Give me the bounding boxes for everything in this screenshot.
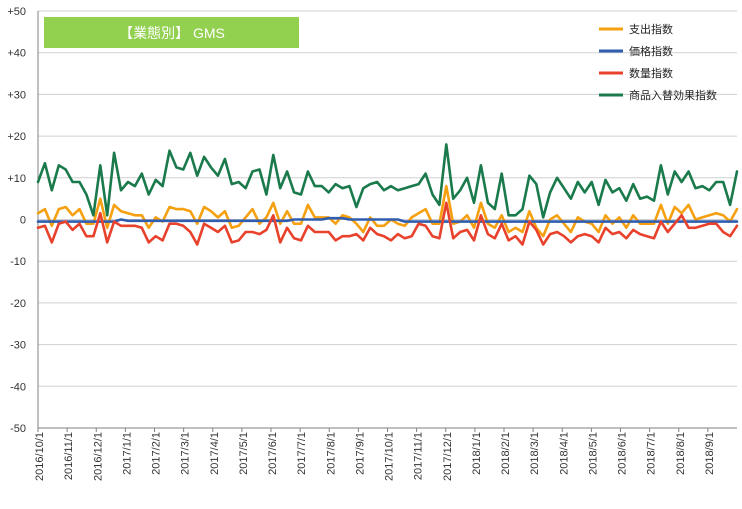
y-tick-label: +10 (7, 173, 26, 185)
legend-label: 価格指数 (629, 44, 673, 58)
chart-title-box: 【業態別】 GMS (44, 17, 299, 48)
series-line-3 (36, 143, 739, 219)
x-tick-label: 2018/7/1 (646, 432, 658, 475)
legend-label: 数量指数 (629, 66, 673, 80)
y-tick-label: +40 (7, 48, 26, 60)
y-tick-label: -10 (10, 256, 26, 268)
y-tick-label: -40 (10, 381, 26, 393)
x-tick-label: 2017/1/1 (121, 432, 133, 475)
y-tick-label: -50 (10, 423, 26, 435)
legend-label: 商品入替効果指数 (629, 88, 717, 102)
x-tick-label: 2018/8/1 (675, 432, 687, 475)
x-tick-label: 2017/2/1 (151, 432, 163, 475)
x-tick-label: 2017/3/1 (180, 432, 192, 475)
series-line-2 (36, 201, 739, 246)
series-line-0 (36, 184, 739, 238)
title-background (44, 17, 299, 48)
y-tick-label: 0 (20, 215, 26, 227)
chart-title: 【業態別】 GMS (119, 25, 225, 41)
x-tick-label: 2017/4/1 (209, 432, 221, 475)
x-tick-label: 2017/11/1 (413, 432, 425, 480)
x-tick-label: 2017/6/1 (267, 432, 279, 475)
x-tick-label: 2017/7/1 (296, 432, 308, 475)
y-tick-labels: +50 +40 +30 +20 +10 0 -10 -20 -30 -40 -50 (7, 6, 26, 435)
x-tick-label: 2016/12/1 (92, 432, 104, 481)
x-tick-labels: 2016/10/1 2016/11/1 2016/12/1 2017/1/1 2017/… (34, 432, 716, 481)
x-tick-label: 2017/8/1 (325, 432, 337, 475)
x-tick-label: 2018/9/1 (704, 432, 716, 475)
series-lines (36, 143, 739, 246)
x-tick-label: 2017/12/1 (442, 432, 454, 481)
y-tick-label: +30 (7, 89, 26, 101)
y-tick-label: +50 (7, 6, 26, 18)
x-tick-label: 2018/1/1 (471, 432, 483, 475)
y-tick-label: -20 (10, 298, 26, 310)
y-tick-label: -30 (10, 340, 26, 352)
x-tick-label: 2018/6/1 (617, 432, 629, 475)
x-tick-label: 2018/4/1 (558, 432, 570, 475)
x-tick-label: 2017/9/1 (354, 432, 366, 475)
series-line-1 (36, 216, 739, 223)
y-tick-label: +20 (7, 131, 26, 143)
x-tick-label: 2017/5/1 (238, 432, 250, 475)
x-tick-label: 2017/10/1 (384, 432, 396, 481)
x-tick-label: 2018/5/1 (587, 432, 599, 475)
x-tick-label: 2018/3/1 (529, 432, 541, 475)
x-tick-label: 2018/2/1 (500, 432, 512, 475)
axes (37, 11, 737, 432)
legend-label: 支出指数 (629, 22, 673, 36)
x-tick-label: 2016/10/1 (34, 432, 46, 481)
x-tick-label: 2016/11/1 (63, 432, 75, 480)
